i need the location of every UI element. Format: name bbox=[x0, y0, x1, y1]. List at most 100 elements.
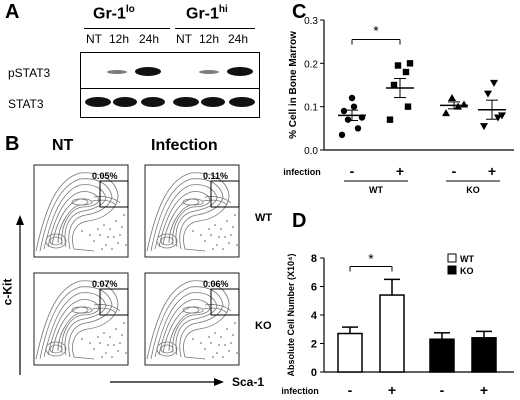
pct-ko-nt: 0.07% bbox=[92, 279, 118, 289]
legend-swatch-wt bbox=[447, 253, 457, 263]
y-tick-label: 0.0 bbox=[304, 146, 318, 157]
blot-row-label-stat3: STAT3 bbox=[8, 97, 44, 111]
lane-label: 24h bbox=[228, 32, 249, 46]
data-point bbox=[460, 100, 468, 108]
lane-label: NT bbox=[176, 32, 192, 46]
bar bbox=[337, 332, 363, 373]
blot-band bbox=[135, 67, 161, 76]
data-point bbox=[340, 107, 348, 115]
data-point bbox=[386, 116, 394, 123]
blot-band bbox=[227, 67, 253, 76]
x-axis-arrowhead bbox=[214, 378, 224, 386]
chart-c: 0.0 0.1 0.2 0.3 % Cell in Bone Marrow * infect… bbox=[283, 16, 514, 195]
panel-a-label: A bbox=[5, 1, 20, 23]
legend-swatch-ko bbox=[447, 265, 457, 275]
legend-label-ko: KO bbox=[460, 266, 474, 276]
group-gr1-lo-name: Gr-1 bbox=[93, 5, 126, 23]
data-point bbox=[402, 68, 410, 76]
row-label-ko: KO bbox=[255, 320, 272, 332]
infection-sign: - bbox=[348, 382, 353, 398]
y-axis-arrowhead bbox=[16, 215, 24, 225]
bar bbox=[379, 294, 405, 373]
y-tick-label: 0 bbox=[311, 367, 317, 379]
lane-label: 12h bbox=[109, 32, 130, 46]
data-point bbox=[404, 103, 412, 110]
facs-plot-wt-infection bbox=[144, 164, 240, 258]
y-axis-label: Absolute Cell Number (X10⁴) bbox=[286, 254, 296, 377]
facs-plot-wt-nt bbox=[33, 164, 129, 258]
data-point bbox=[490, 79, 498, 87]
panel-b-label: B bbox=[5, 133, 20, 155]
legend-label-wt: WT bbox=[460, 254, 474, 264]
infection-sign: - bbox=[452, 163, 457, 179]
y-axis-label: % Cell in Bone Marrow bbox=[288, 31, 299, 139]
infection-label: infection bbox=[283, 167, 321, 177]
significance-star: * bbox=[368, 251, 374, 267]
lane-label: 24h bbox=[139, 32, 160, 46]
blot-band bbox=[85, 97, 111, 107]
group-gr1-hi-sup: hi bbox=[218, 4, 228, 15]
pct-ko-infection: 0.06% bbox=[203, 279, 229, 289]
y-tick-label: 6 bbox=[311, 282, 317, 294]
facs-plot-ko-infection bbox=[144, 272, 240, 366]
significance-star: * bbox=[373, 23, 379, 39]
blot-band bbox=[173, 97, 199, 107]
infection-sign: + bbox=[480, 382, 488, 398]
data-point bbox=[442, 109, 450, 117]
data-point bbox=[338, 131, 346, 139]
data-point bbox=[484, 90, 492, 98]
blot-row-label-pstat3: pSTAT3 bbox=[8, 66, 51, 80]
infection-label: infection bbox=[282, 386, 319, 396]
genotype-label: KO bbox=[466, 185, 480, 195]
x-axis-label-sca1: Sca-1 bbox=[232, 375, 265, 389]
pct-wt-infection: 0.11% bbox=[203, 171, 229, 181]
data-point bbox=[350, 103, 358, 110]
pct-wt-nt: 0.05% bbox=[92, 171, 118, 181]
flow-plots bbox=[16, 164, 240, 386]
y-tick-label: 2 bbox=[311, 339, 317, 351]
panel-c-label: C bbox=[292, 1, 307, 23]
group-gr1-lo-underline bbox=[84, 28, 170, 29]
infection-sign: - bbox=[440, 382, 445, 398]
data-point bbox=[390, 81, 398, 89]
y-tick-label: 8 bbox=[311, 253, 317, 265]
blot-band bbox=[229, 97, 255, 107]
panel-d-label: D bbox=[292, 210, 307, 232]
bar bbox=[471, 337, 497, 373]
genotype-label: WT bbox=[369, 185, 383, 195]
infection-sign: - bbox=[350, 163, 355, 179]
col-header-infection: Infection bbox=[151, 137, 218, 154]
chart-d: 0 2 4 6 8 Absolute Cell Number (X10⁴) * WT KO inf… bbox=[282, 251, 514, 398]
data-point bbox=[344, 116, 352, 123]
blot-band bbox=[141, 97, 165, 107]
y-tick-label: 0.1 bbox=[304, 103, 318, 114]
facs-plot-ko-nt bbox=[33, 272, 129, 366]
data-point bbox=[348, 94, 356, 102]
group-gr1-hi-header: Gr-1hi bbox=[186, 4, 228, 23]
y-axis-label-ckit: c-Kit bbox=[0, 278, 15, 306]
infection-sign: + bbox=[396, 163, 404, 179]
group-gr1-hi-underline bbox=[175, 28, 255, 29]
y-tick-label: 0.3 bbox=[304, 16, 318, 27]
row-label-wt: WT bbox=[255, 212, 273, 224]
stat3-blot bbox=[80, 88, 260, 118]
data-point bbox=[354, 125, 362, 132]
infection-sign: + bbox=[388, 382, 396, 398]
col-header-nt: NT bbox=[52, 137, 74, 154]
infection-sign: + bbox=[488, 163, 496, 179]
data-point bbox=[494, 114, 502, 122]
data-point bbox=[480, 123, 488, 131]
bar bbox=[429, 338, 455, 373]
group-gr1-lo-header: Gr-1lo bbox=[93, 4, 135, 23]
data-point bbox=[406, 60, 414, 67]
y-tick-label: 4 bbox=[311, 310, 318, 322]
data-point bbox=[454, 102, 462, 110]
y-tick-label: 0.2 bbox=[304, 59, 318, 70]
pstat3-blot bbox=[80, 52, 260, 90]
lane-label: NT bbox=[86, 32, 102, 46]
blot-band bbox=[107, 70, 127, 74]
data-point bbox=[448, 94, 456, 101]
data-point bbox=[394, 62, 402, 69]
blot-band bbox=[201, 97, 225, 107]
blot-band bbox=[113, 97, 137, 107]
